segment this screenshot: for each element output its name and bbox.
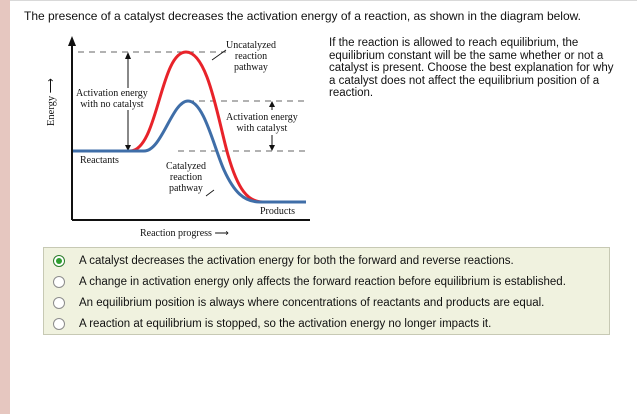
- uncatalyzed-curve: [72, 50, 306, 204]
- choice-3[interactable]: An equilibrium position is always where …: [44, 293, 609, 313]
- y-axis-label: Energy ⟶: [46, 78, 57, 126]
- instructions-text: If the reaction is allowed to reach equi…: [329, 37, 614, 99]
- activation-with-catalyst-label: Activation energy with catalyst: [226, 112, 298, 134]
- arrowhead-up-icon: [269, 101, 275, 107]
- choice-3-text: An equilibrium position is always where …: [79, 297, 545, 309]
- energy-diagram-svg: [68, 36, 310, 221]
- choice-2-text: A change in activation energy only affec…: [79, 276, 566, 288]
- choice-2[interactable]: A change in activation energy only affec…: [44, 272, 609, 292]
- arrowhead-up-icon: [125, 52, 131, 59]
- catalyzed-label-line3: pathway: [169, 183, 203, 194]
- reactants-label: Reactants: [80, 155, 119, 166]
- x-axis-label: Reaction progress ⟶: [140, 228, 229, 239]
- choice-1[interactable]: A catalyst decreases the activation ener…: [44, 251, 609, 271]
- catalyzed-curve: [72, 99, 306, 204]
- uncatalyzed-label: Uncatalyzed reaction pathway: [226, 40, 276, 73]
- choice-4[interactable]: A reaction at equilibrium is stopped, so…: [44, 314, 609, 334]
- catalyzed-leader: [205, 189, 215, 197]
- left-rail: [0, 0, 10, 414]
- activation-with-catalyst-line1: Activation energy: [226, 112, 298, 123]
- catalyzed-label: Catalyzed reaction pathway: [166, 161, 206, 194]
- arrowhead-down-icon: [269, 145, 275, 151]
- activation-with-catalyst-line2: with catalyst: [236, 123, 288, 134]
- answer-choices: A catalyst decreases the activation ener…: [43, 247, 610, 335]
- activation-no-catalyst-line1: Activation energy: [76, 88, 148, 99]
- uncatalyzed-label-line3: pathway: [234, 62, 268, 73]
- y-axis-arrow-icon: [68, 36, 76, 46]
- y-axis-label-text: Energy: [46, 95, 57, 126]
- activation-no-catalyst-label: Activation energy with no catalyst: [76, 88, 148, 110]
- energy-diagram: Energy ⟶ Reaction progress ⟶ Uncatalyzed…: [46, 30, 318, 242]
- uncatalyzed-label-line1: Uncatalyzed: [226, 40, 276, 51]
- uncatalyzed-label-line2: reaction: [234, 51, 268, 62]
- radio-button[interactable]: [53, 318, 65, 330]
- uncatalyzed-leader: [211, 49, 227, 61]
- choice-4-text: A reaction at equilibrium is stopped, so…: [79, 318, 492, 330]
- top-divider: [10, 0, 637, 1]
- catalyzed-label-line2: reaction: [169, 172, 203, 183]
- radio-button-selected[interactable]: [53, 255, 65, 267]
- arrowhead-down-icon: [125, 145, 131, 151]
- activation-no-catalyst-line2: with no catalyst: [80, 99, 144, 110]
- radio-button[interactable]: [53, 297, 65, 309]
- products-label: Products: [260, 206, 295, 217]
- question-text: The presence of a catalyst decreases the…: [24, 9, 581, 23]
- x-axis-label-text: Reaction progress: [140, 228, 212, 239]
- radio-button[interactable]: [53, 276, 65, 288]
- choice-1-text: A catalyst decreases the activation ener…: [79, 255, 514, 267]
- catalyzed-label-line1: Catalyzed: [166, 161, 206, 172]
